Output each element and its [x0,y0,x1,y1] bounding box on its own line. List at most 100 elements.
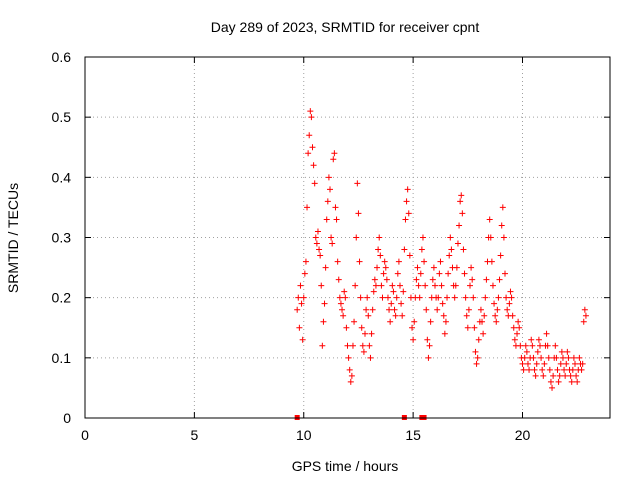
data-point [298,300,305,307]
data-point [310,162,317,169]
data-point [399,312,406,319]
data-point [320,318,327,325]
data-point [453,264,460,271]
data-point [366,342,373,349]
data-point [537,342,543,349]
data-point [460,246,467,253]
data-point [413,276,420,283]
data-point [549,384,556,391]
data-point [473,360,480,367]
data-point [400,288,407,295]
data-point [454,240,461,247]
data-point [403,198,410,205]
data-point [567,372,574,379]
y-tick-label: 0.1 [52,350,72,366]
data-point [488,258,495,265]
data-point [545,354,552,361]
data-point [346,366,353,373]
data-point [325,174,332,181]
data-point [319,342,326,349]
data-point [439,300,446,307]
data-point [520,366,527,373]
data-point [441,330,448,337]
data-point [524,360,531,367]
data-point [510,324,517,331]
data-point [301,270,308,277]
data-point [538,354,545,361]
data-point [578,366,585,373]
data-point [316,246,323,253]
data-point [352,282,359,289]
data-point [365,312,372,319]
data-point [398,300,405,307]
data-point [509,312,516,319]
data-point [323,216,330,223]
x-tick-label: 10 [296,427,312,443]
data-point [528,336,535,343]
y-tick-label: 0.3 [52,230,72,246]
data-point [393,294,400,301]
data-point [581,306,588,313]
data-point [541,360,548,367]
data-point [446,252,453,259]
data-point [378,282,385,289]
data-point [576,354,583,361]
data-point [500,234,507,241]
data-point [351,318,358,325]
x-tick-label: 5 [190,427,198,443]
data-point [563,360,570,367]
data-point [467,282,473,289]
data-point [477,306,484,313]
data-point [526,366,533,373]
y-tick-label: 0.6 [52,49,72,65]
data-point [295,294,302,301]
data-point [416,294,423,301]
data-point [552,342,559,349]
data-point [332,204,339,211]
data-point [572,360,578,367]
data-point [354,180,361,187]
data-point [573,372,580,379]
data-point [402,216,409,223]
data-point [463,312,470,319]
data-point [522,342,529,349]
data-point [468,264,475,271]
data-point [475,336,482,343]
data-point [375,246,382,253]
data-point [550,372,557,379]
data-point [362,330,368,337]
data-point [438,282,445,289]
data-point [493,318,500,325]
y-tick-label: 0.2 [52,290,72,306]
data-point [370,288,377,295]
data-point [558,348,565,355]
data-point [504,306,511,313]
data-point [334,258,341,265]
data-point [348,372,355,379]
data-point [472,348,479,355]
data-point [442,318,449,325]
data-point [376,234,383,241]
data-point [461,270,468,277]
data-point [440,312,447,319]
data-point [507,288,514,295]
data-point [424,336,431,343]
data-point [457,198,464,205]
data-point [307,108,314,115]
data-point [313,240,320,247]
data-point [410,336,417,343]
data-point [481,312,488,319]
data-point [367,354,374,361]
data-point [300,294,307,301]
y-tick-label: 0.4 [52,169,72,185]
data-point [511,336,518,343]
data-point [369,306,376,313]
data-point [397,282,403,289]
data-point [502,270,508,277]
data-point [434,306,441,313]
data-point [321,300,328,307]
data-point [422,282,429,289]
data-point [559,354,566,361]
data-point [543,330,550,337]
